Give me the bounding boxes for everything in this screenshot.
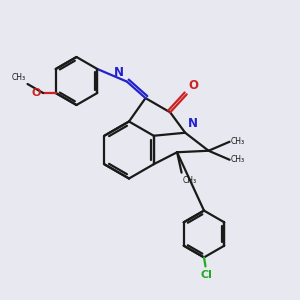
Text: O: O — [31, 88, 41, 98]
Text: CH₃: CH₃ — [231, 155, 245, 164]
Text: N: N — [188, 117, 198, 130]
Text: CH₃: CH₃ — [12, 73, 26, 82]
Text: CH₃: CH₃ — [183, 176, 197, 185]
Text: Cl: Cl — [200, 270, 212, 280]
Text: N: N — [114, 66, 124, 79]
Text: CH₃: CH₃ — [231, 137, 245, 146]
Text: O: O — [188, 79, 198, 92]
